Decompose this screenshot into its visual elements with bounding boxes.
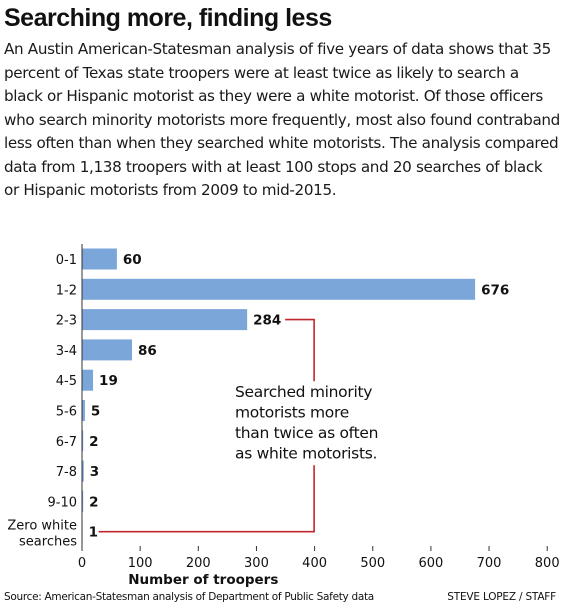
x-tick-label: 300 bbox=[244, 556, 269, 571]
bar-chart: 0-1 60 1-2 676 2-3 284 3-4 86 4-5 19 5-6 5 6-7 2 7-8 39… bbox=[7, 244, 560, 588]
category-label: 4-5 bbox=[56, 374, 77, 389]
bar bbox=[82, 430, 84, 452]
value-label: 3 bbox=[90, 464, 99, 480]
category-label: 5-6 bbox=[56, 405, 77, 420]
chart-title: Searching more, finding less bbox=[4, 4, 332, 32]
x-tick-label: 600 bbox=[418, 556, 443, 571]
value-label: 19 bbox=[99, 373, 118, 389]
bar bbox=[82, 248, 117, 270]
credit-note: STEVE LOPEZ / STAFF bbox=[447, 591, 556, 603]
value-label: 1 bbox=[89, 525, 98, 541]
x-tick-label: 0 bbox=[78, 556, 86, 571]
annotation-text-line: motorists more bbox=[235, 404, 349, 422]
bar bbox=[82, 460, 84, 482]
category-label: 3-4 bbox=[56, 344, 77, 359]
x-tick-label: 200 bbox=[186, 556, 211, 571]
chart-description: An Austin American-Statesman analysis of… bbox=[4, 40, 560, 199]
bar bbox=[82, 309, 248, 331]
value-label: 86 bbox=[138, 343, 157, 359]
annotation-text: Searched minority motorists more than twic… bbox=[235, 383, 378, 463]
value-label: 2 bbox=[89, 494, 98, 510]
x-tick-label: 500 bbox=[360, 556, 385, 571]
category-label: 9-10 bbox=[47, 495, 77, 510]
category-label: 6-7 bbox=[56, 435, 77, 450]
value-label: 676 bbox=[481, 282, 509, 298]
value-label: 2 bbox=[89, 434, 98, 450]
value-label: 60 bbox=[123, 252, 142, 268]
annotation-text-line: than twice as often bbox=[235, 424, 378, 442]
x-axis-label: Number of troopers bbox=[128, 572, 278, 588]
x-tick-label: 100 bbox=[128, 556, 153, 571]
bar bbox=[82, 400, 85, 421]
category-label-line: Zero white bbox=[7, 519, 77, 534]
category-label: 7-8 bbox=[56, 465, 77, 480]
bar bbox=[82, 490, 84, 512]
bar bbox=[82, 278, 476, 300]
bar bbox=[82, 339, 133, 361]
bar bbox=[82, 369, 94, 391]
annotation-layer: Searched minority motorists more than twic… bbox=[98, 318, 394, 533]
category-label: 1-2 bbox=[56, 283, 77, 298]
value-label: 5 bbox=[91, 404, 100, 420]
category-label: 2-3 bbox=[56, 314, 77, 329]
x-tick-label: 700 bbox=[477, 556, 502, 571]
annotation-text-line: as white motorists. bbox=[235, 445, 377, 463]
annotation-backing bbox=[232, 381, 394, 466]
x-tick-label: 400 bbox=[302, 556, 327, 571]
category-label-line: searches bbox=[19, 535, 77, 550]
value-label: 284 bbox=[253, 313, 281, 329]
x-tick-label: 800 bbox=[535, 556, 560, 571]
annotation-text-line: Searched minority bbox=[235, 383, 372, 401]
category-label: 0-1 bbox=[56, 253, 77, 268]
x-axis: 0 100 200 300 400 500 600 700 800 Number of troop… bbox=[78, 244, 560, 588]
source-note: Source: American-Statesman analysis of D… bbox=[4, 591, 374, 603]
bars-layer: 0-1 60 1-2 676 2-3 284 3-4 86 4-5 19 5-6 5 6-7 2 7-8 39… bbox=[7, 248, 509, 550]
category-label: Zero white searches bbox=[7, 519, 77, 550]
